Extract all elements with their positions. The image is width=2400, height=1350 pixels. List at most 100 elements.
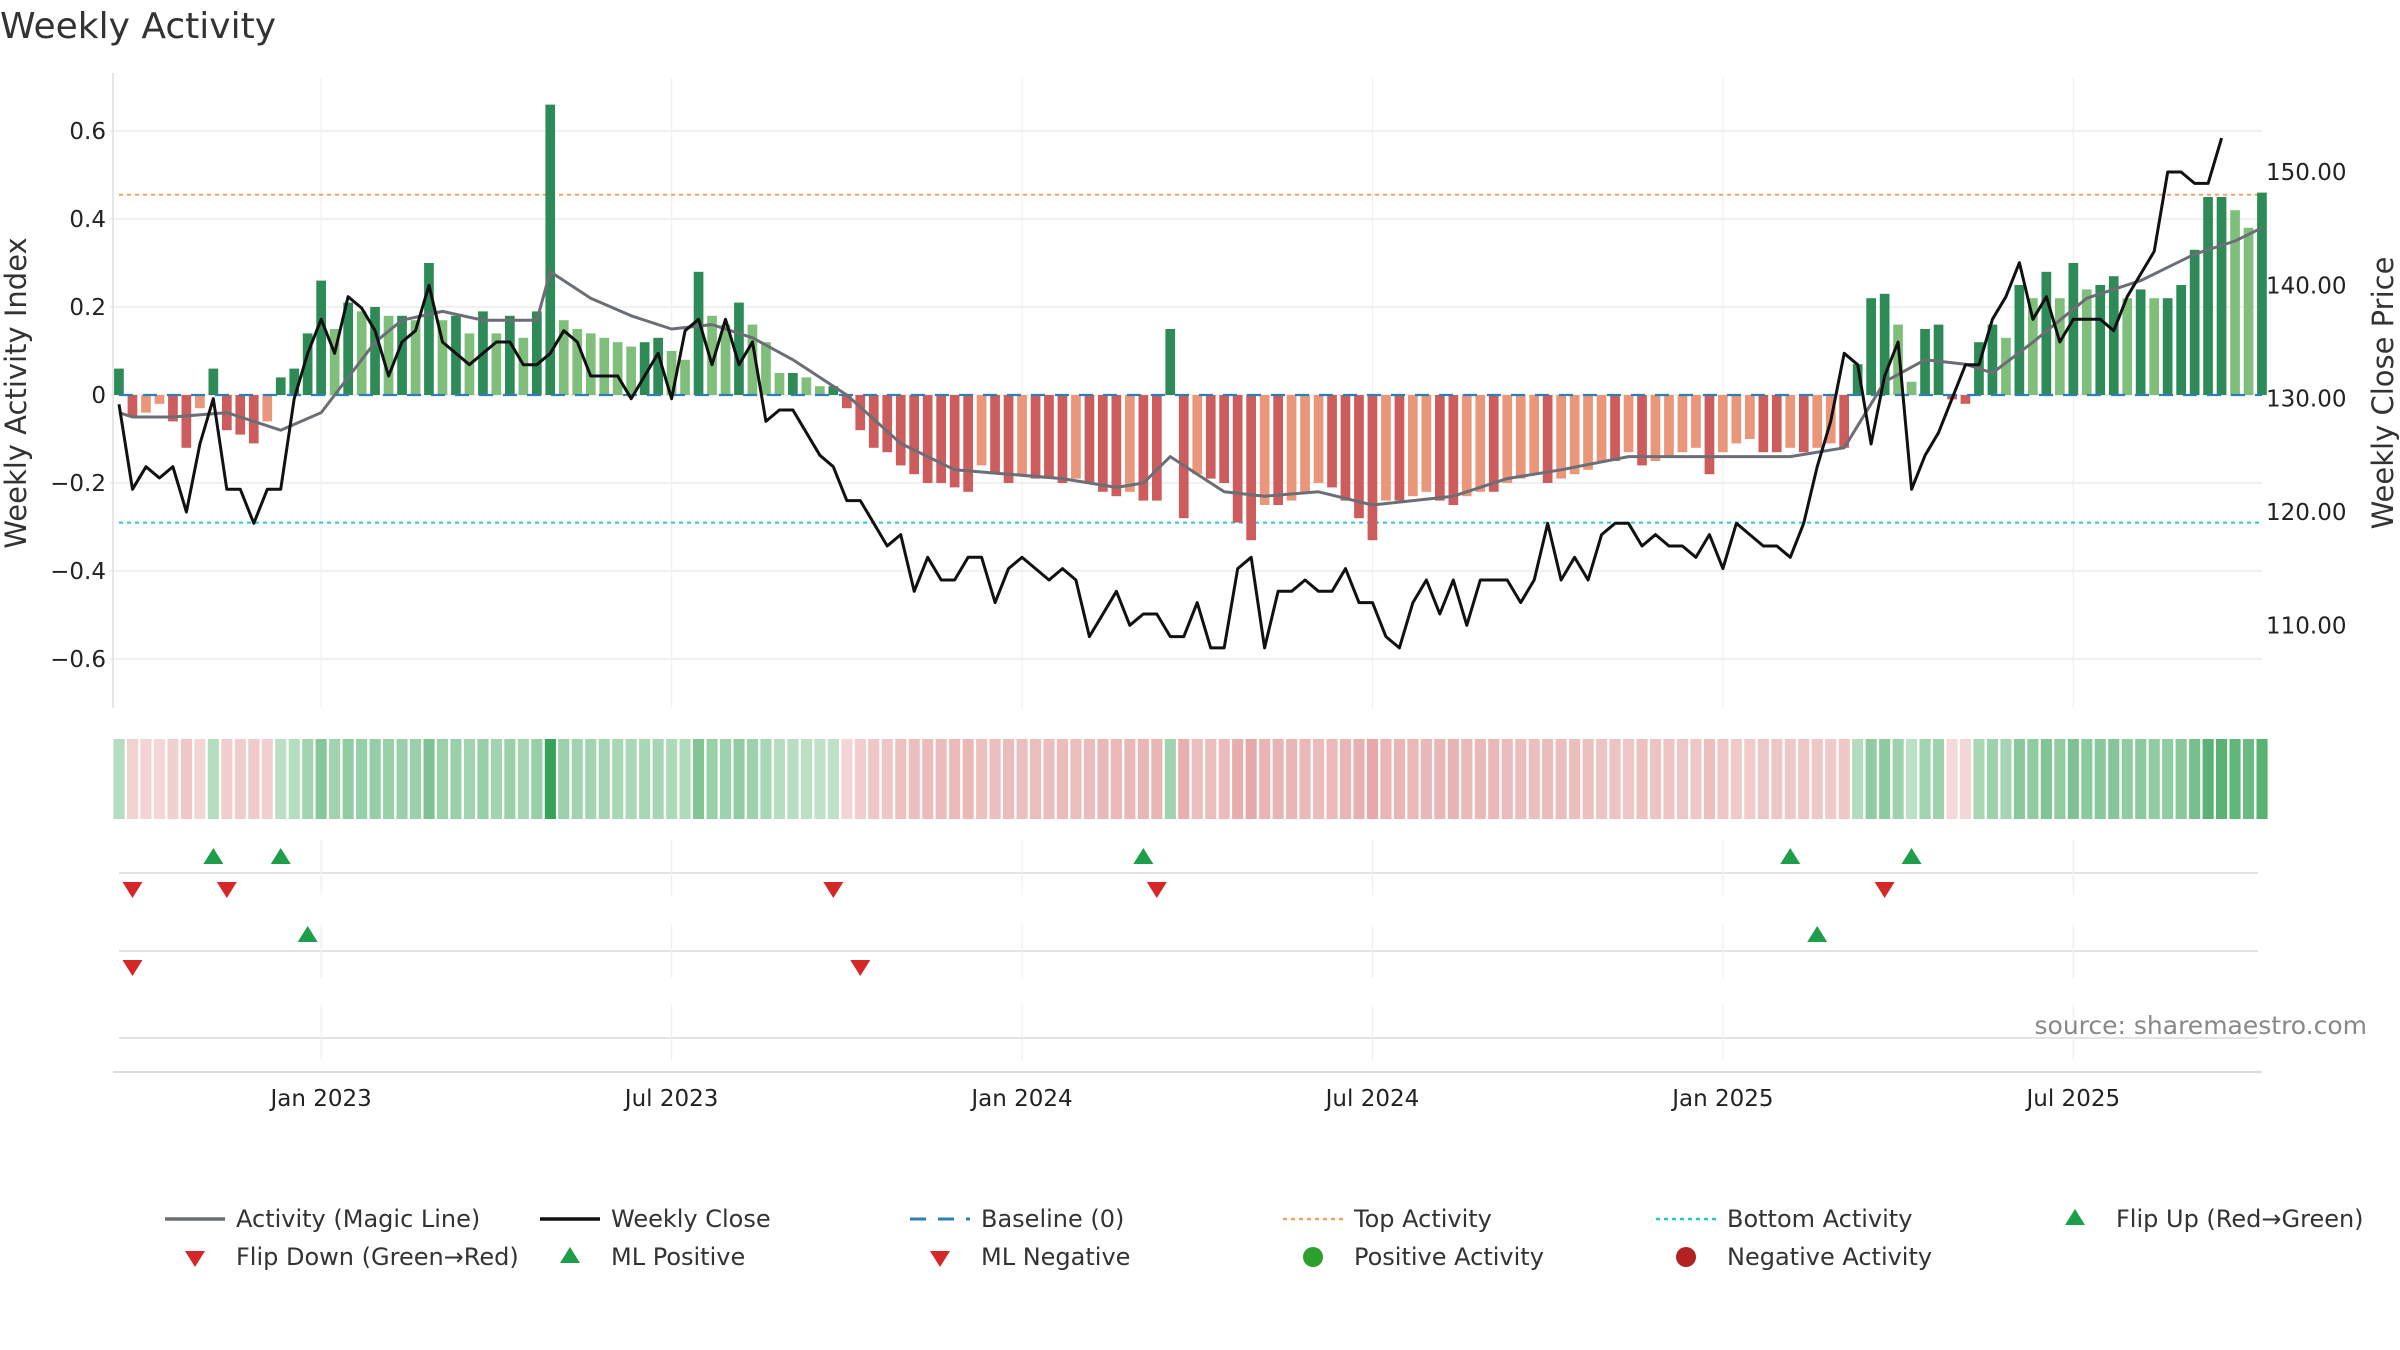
heat-cell [1366, 739, 1378, 819]
activity-bar [1785, 395, 1796, 448]
activity-bar [666, 351, 677, 395]
activity-bar [2176, 285, 2186, 395]
activity-bar [1650, 395, 1661, 461]
heat-cell [827, 739, 839, 819]
heat-cell [1919, 739, 1931, 819]
activity-heat-strip [113, 739, 2268, 819]
signal-markers [119, 840, 2258, 1060]
heat-cell [2243, 739, 2255, 819]
activity-bar [1205, 395, 1216, 479]
legend-label: ML Positive [611, 1243, 745, 1271]
activity-bar [1529, 395, 1539, 475]
heat-cell [1946, 739, 1958, 819]
heat-cell [1272, 739, 1284, 819]
activity-bar [1704, 395, 1715, 475]
activity-bar [532, 311, 542, 395]
x-tick-label: Jul 2025 [2025, 1086, 2121, 1112]
heat-cell [153, 739, 165, 819]
heat-cell [1110, 739, 1122, 819]
y-right-tick-label: 150.00 [2266, 160, 2346, 186]
heat-cell [1703, 739, 1715, 819]
activity-bar [1408, 395, 1418, 497]
heat-cell [1474, 739, 1486, 819]
heat-cell [922, 739, 934, 819]
activity-bar [707, 315, 717, 395]
heat-cell [1313, 739, 1325, 819]
heat-cell [2229, 739, 2241, 819]
activity-bar [1354, 395, 1364, 519]
heat-cell [2054, 739, 2066, 819]
legend-label: Positive Activity [1354, 1243, 1544, 1271]
heat-cell [1744, 739, 1756, 819]
activity-bar [653, 337, 663, 395]
heat-cell [342, 739, 354, 819]
heat-cell [1245, 739, 1257, 819]
heat-cell [180, 739, 192, 819]
activity-bar [1071, 395, 1081, 479]
activity-bar [1098, 395, 1108, 492]
legend-label: Negative Activity [1727, 1243, 1932, 1271]
activity-bar [275, 377, 286, 395]
heat-cell [113, 739, 125, 819]
activity-bar [1893, 324, 1903, 395]
heat-cell [1515, 739, 1527, 819]
chart-title: Weekly Activity [0, 6, 276, 47]
activity-bar [774, 373, 785, 395]
activity-bar [2203, 197, 2213, 395]
heat-cell [288, 739, 300, 819]
flip-down-marker [216, 882, 237, 898]
heat-cell [1960, 739, 1972, 819]
activity-bar [2081, 289, 2092, 395]
activity-bar [990, 395, 1000, 475]
chart-lines [117, 137, 2263, 650]
heat-cell [356, 739, 368, 819]
heat-cell [410, 739, 422, 819]
activity-bar [882, 395, 893, 453]
heat-cell [207, 739, 219, 819]
activity-bar [1879, 293, 1890, 395]
x-tick-label: Jan 2025 [1670, 1086, 1773, 1112]
heat-cell [1070, 739, 1082, 819]
activity-bar [788, 373, 798, 395]
activity-bar [868, 395, 879, 448]
y-axis-left: 0.6 0.4 0.2 0 −0.2 −0.4 −0.6 [50, 73, 114, 708]
activity-bar [2243, 227, 2254, 395]
heat-cell [1259, 739, 1271, 819]
legend-swatch [2065, 1209, 2085, 1225]
heat-cell [868, 739, 880, 819]
heat-cell [504, 739, 516, 819]
heat-cell [598, 739, 610, 819]
y-right-tick-label: 120.00 [2266, 500, 2346, 526]
activity-bar [1664, 395, 1674, 457]
heat-cell [1676, 739, 1688, 819]
activity-bar [1475, 395, 1486, 492]
source-label: source: sharemaestro.com [2035, 1011, 2368, 1040]
heat-cell [935, 739, 947, 819]
activity-bar [2068, 263, 2079, 395]
activity-bar [491, 333, 502, 395]
activity-bar [1044, 395, 1054, 479]
heat-cell [639, 739, 651, 819]
y-right-tick-label: 130.00 [2266, 387, 2346, 413]
x-tick-label: Jul 2023 [623, 1086, 719, 1112]
y-axis-right: 150.00 140.00 130.00 120.00 110.00 [2266, 160, 2346, 639]
activity-bar [2108, 276, 2119, 395]
heat-cell [1056, 739, 1068, 819]
activity-bar [248, 395, 259, 444]
legend-label: Top Activity [1353, 1205, 1492, 1233]
heat-cell [625, 739, 637, 819]
heat-cell [302, 739, 314, 819]
activity-bar [1691, 395, 1701, 448]
activity-bar [356, 311, 367, 395]
legend-item: ML Negative [930, 1243, 1130, 1271]
heat-cell [895, 739, 907, 819]
activity-bar [1394, 395, 1405, 501]
heat-cell [720, 739, 732, 819]
activity-bar [639, 342, 650, 395]
flip-up-marker [203, 848, 224, 864]
activity-bar [909, 395, 919, 475]
heat-cell [1501, 739, 1513, 819]
heat-cell [517, 739, 529, 819]
heat-cell [679, 739, 691, 819]
activity-bar [612, 342, 623, 395]
